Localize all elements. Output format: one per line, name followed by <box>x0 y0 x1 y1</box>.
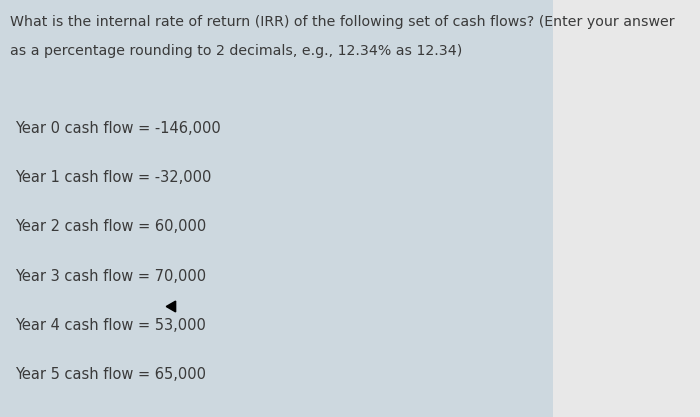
Text: What is the internal rate of return (IRR) of the following set of cash flows? (E: What is the internal rate of return (IRR… <box>10 15 675 29</box>
Text: Year 5 cash flow = 65,000: Year 5 cash flow = 65,000 <box>15 367 206 382</box>
Text: Year 4 cash flow = 53,000: Year 4 cash flow = 53,000 <box>15 318 206 333</box>
Text: Year 0 cash flow = -146,000: Year 0 cash flow = -146,000 <box>15 121 221 136</box>
Text: Year 2 cash flow = 60,000: Year 2 cash flow = 60,000 <box>15 219 206 234</box>
Text: as a percentage rounding to 2 decimals, e.g., 12.34% as 12.34): as a percentage rounding to 2 decimals, … <box>10 44 463 58</box>
FancyBboxPatch shape <box>0 0 553 417</box>
Text: Year 3 cash flow = 70,000: Year 3 cash flow = 70,000 <box>15 269 206 284</box>
Text: Year 1 cash flow = -32,000: Year 1 cash flow = -32,000 <box>15 170 212 185</box>
